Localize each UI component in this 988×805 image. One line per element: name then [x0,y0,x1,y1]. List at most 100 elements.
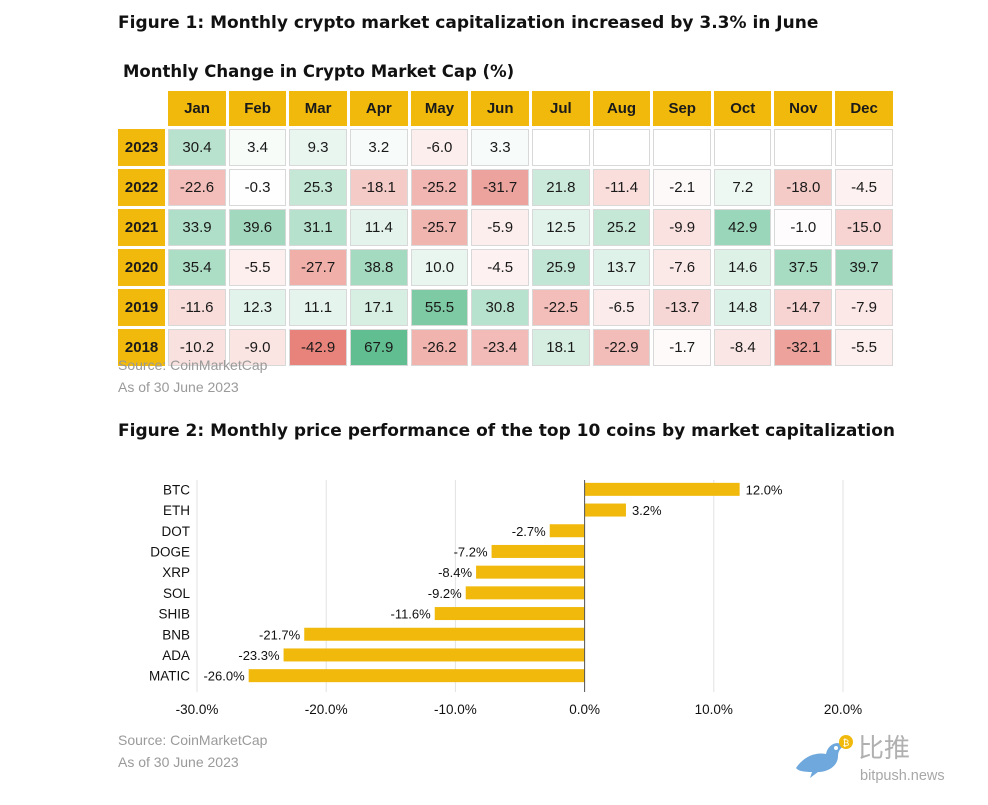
value-label: 3.2% [632,503,662,518]
heatmap-cell: 11.1 [289,289,347,326]
category-label: BTC [163,482,190,497]
bar [549,524,585,538]
x-tick-label: 10.0% [695,702,733,717]
heatmap-cell: -9.9 [653,209,712,246]
heatmap-cell: -9.0 [228,329,287,366]
heatmap-cell: -0.3 [228,169,287,206]
heatmap-cell: 14.6 [714,249,772,286]
heatmap-cell: 25.9 [532,249,590,286]
bar-chart: -30.0% -20.0% -10.0% 0.0% 10.0% 20.0% BTC 12.0%… [149,480,862,717]
bar [491,544,585,558]
heatmap-cell [774,129,833,166]
bar [584,503,626,517]
heatmap-cell: -25.2 [410,169,469,206]
heatmap-cell: -32.1 [774,329,833,366]
heatmap-cell [835,129,893,166]
heatmap-month-header: Jun [471,91,529,126]
bar [283,648,585,662]
value-label: -9.2% [428,586,462,601]
heatmap-month-header: Apr [349,91,408,126]
heatmap-row: 2018 -10.2 -9.0 -42.9 67.9 -26.2 -23.4 18.1 -22.… [118,329,893,366]
heatmap-cell: 31.1 [289,209,347,246]
heatmap-cell: 17.1 [349,289,408,326]
heatmap-cell: -26.2 [410,329,469,366]
heatmap-cell: -2.1 [653,169,712,206]
heatmap-month-header: Feb [228,91,287,126]
x-tick-label: -30.0% [176,702,219,717]
heatmap-cell: 12.5 [532,209,590,246]
heatmap-cell: 30.4 [168,129,226,166]
heatmap-cell: -42.9 [289,329,347,366]
heatmap-cell: 3.3 [471,129,529,166]
heatmap-row: 2022 -22.6 -0.3 25.3 -18.1 -25.2 -31.7 21.8 -11.… [118,169,893,206]
heatmap-cell: -7.6 [653,249,712,286]
bar [465,586,585,600]
category-label: MATIC [149,669,190,684]
heatmap-year-label: 2021 [118,209,166,246]
heatmap-cell: 9.3 [289,129,347,166]
heatmap-row: 2020 35.4 -5.5 -27.7 38.8 10.0 -4.5 25.9 13.7 -7.… [118,249,893,286]
heatmap-month-header: Mar [289,91,347,126]
heatmap-cell: 3.4 [228,129,287,166]
bitpush-watermark: ₿ 比推 bitpush.news [790,732,980,792]
heatmap-cell: 39.7 [835,249,893,286]
figure1-source: Source: CoinMarketCap As of 30 June 2023 [118,354,267,398]
heatmap-cell: -4.5 [835,169,893,206]
figure2-source-text: Source: CoinMarketCap [118,732,268,748]
value-label: -8.4% [438,565,472,580]
heatmap-cell: -18.1 [349,169,408,206]
heatmap-cell [532,129,590,166]
heatmap-row: 2019 -11.6 12.3 11.1 17.1 55.5 30.8 -22.5 -6.5 -1… [118,289,893,326]
category-label: SOL [163,586,191,601]
figure1-source-text: Source: CoinMarketCap [118,357,268,373]
value-label: -23.3% [238,648,280,663]
svg-text:₿: ₿ [843,738,850,749]
heatmap-cell: -5.5 [835,329,893,366]
value-label: -7.2% [454,544,488,559]
category-label: DOGE [150,544,190,559]
heatmap-cell: 55.5 [410,289,469,326]
heatmap-cell [592,129,651,166]
category-label: XRP [162,565,190,580]
value-label: 12.0% [746,482,783,497]
figure2-title: Figure 2: Monthly price performance of t… [118,421,896,441]
heatmap-cell: 35.4 [168,249,226,286]
heatmap-cell: -15.0 [835,209,893,246]
heatmap-year-label: 2020 [118,249,166,286]
heatmap-cell: 30.8 [471,289,529,326]
heatmap-cell: 3.2 [349,129,408,166]
heatmap-year-label: 2022 [118,169,166,206]
category-label: ETH [163,503,190,518]
heatmap-row: 2023 30.4 3.4 9.3 3.2 -6.0 3.3 [118,129,893,166]
heatmap-cell: 10.0 [410,249,469,286]
watermark-text: 比推 [858,734,911,764]
bar [434,607,585,621]
heatmap-year-label: 2019 [118,289,166,326]
bar [476,565,585,579]
x-tick-label: 20.0% [824,702,862,717]
heatmap-cell: 21.8 [532,169,590,206]
value-label: -21.7% [259,627,301,642]
heatmap-cell: -1.7 [653,329,712,366]
heatmap-month-header: Sep [653,91,712,126]
heatmap-cell: 37.5 [774,249,833,286]
heatmap-cell: -11.4 [592,169,651,206]
heatmap-cell: -4.5 [471,249,529,286]
heatmap-cell: 14.8 [714,289,772,326]
heatmap-cell: -22.6 [168,169,226,206]
category-label: BNB [162,627,190,642]
heatmap-cell: 13.7 [592,249,651,286]
figure2-as-of: As of 30 June 2023 [118,754,239,770]
heatmap-title: Monthly Change in Crypto Market Cap (%) [123,62,515,81]
figure2-source: Source: CoinMarketCap As of 30 June 2023 [118,729,267,773]
heatmap-cell: 12.3 [228,289,287,326]
heatmap-cell: -23.4 [471,329,529,366]
heatmap-month-header: Oct [714,91,772,126]
heatmap-cell: 33.9 [168,209,226,246]
x-tick-label: -20.0% [305,702,348,717]
category-label: SHIB [158,607,190,622]
heatmap-cell: -5.9 [471,209,529,246]
heatmap-month-header: Jul [532,91,590,126]
value-label: -2.7% [512,524,546,539]
heatmap-cell: 7.2 [714,169,772,206]
